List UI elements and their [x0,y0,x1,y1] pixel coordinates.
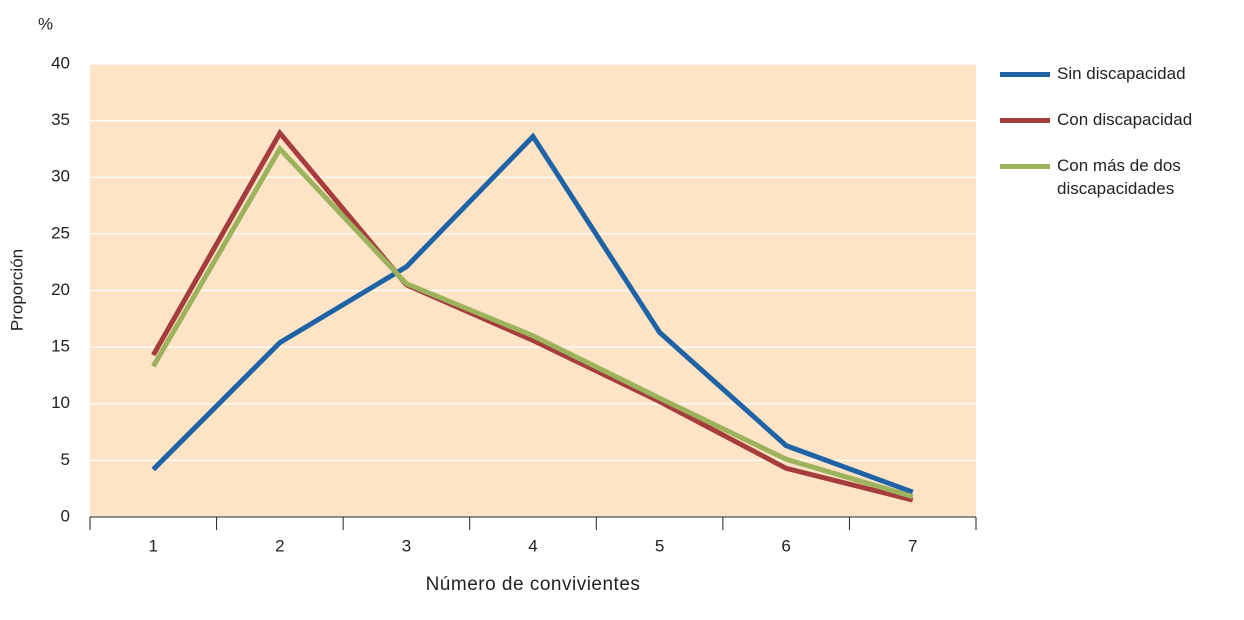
series-line [151,144,914,500]
legend-item: Sin discapacidad [1000,62,1244,85]
x-axis-title: Número de convivientes [426,574,641,595]
y-tick-label: 35 [51,110,70,129]
x-tick-label: 6 [781,536,790,555]
y-tick-label: 10 [51,393,70,412]
legend-item: Con más de dos discapacidades [1000,154,1244,200]
y-tick-label: 30 [51,167,70,186]
y-tick-label: 40 [51,53,70,72]
series-line [151,128,914,503]
y-tick-label: 20 [51,280,70,299]
y-tick-label: 5 [61,450,70,469]
legend: Sin discapacidad Con discapacidad Con más … [1000,62,1244,223]
unit-label: % [38,14,53,33]
x-tick-label: 7 [908,536,917,555]
x-tick-label: 5 [655,536,664,555]
legend-swatch [1000,164,1050,169]
y-tick-label: 0 [61,506,70,525]
legend-item: Con discapacidad [1000,108,1244,131]
x-tick-label: 1 [149,536,158,555]
y-tick-label: 15 [51,337,70,356]
x-tick-label: 3 [402,536,411,555]
legend-label: Sin discapacidad [1057,64,1186,83]
x-tick-label: 4 [528,536,537,555]
legend-swatch [1000,72,1050,77]
y-axis-title: Proporción [7,249,26,331]
legend-swatch [1000,118,1050,123]
series-line [151,132,914,495]
legend-label: Con discapacidad [1057,110,1193,129]
legend-label: Con más de dos discapacidades [1057,156,1181,198]
x-tick-label: 2 [275,536,284,555]
y-tick-label: 25 [51,223,70,242]
